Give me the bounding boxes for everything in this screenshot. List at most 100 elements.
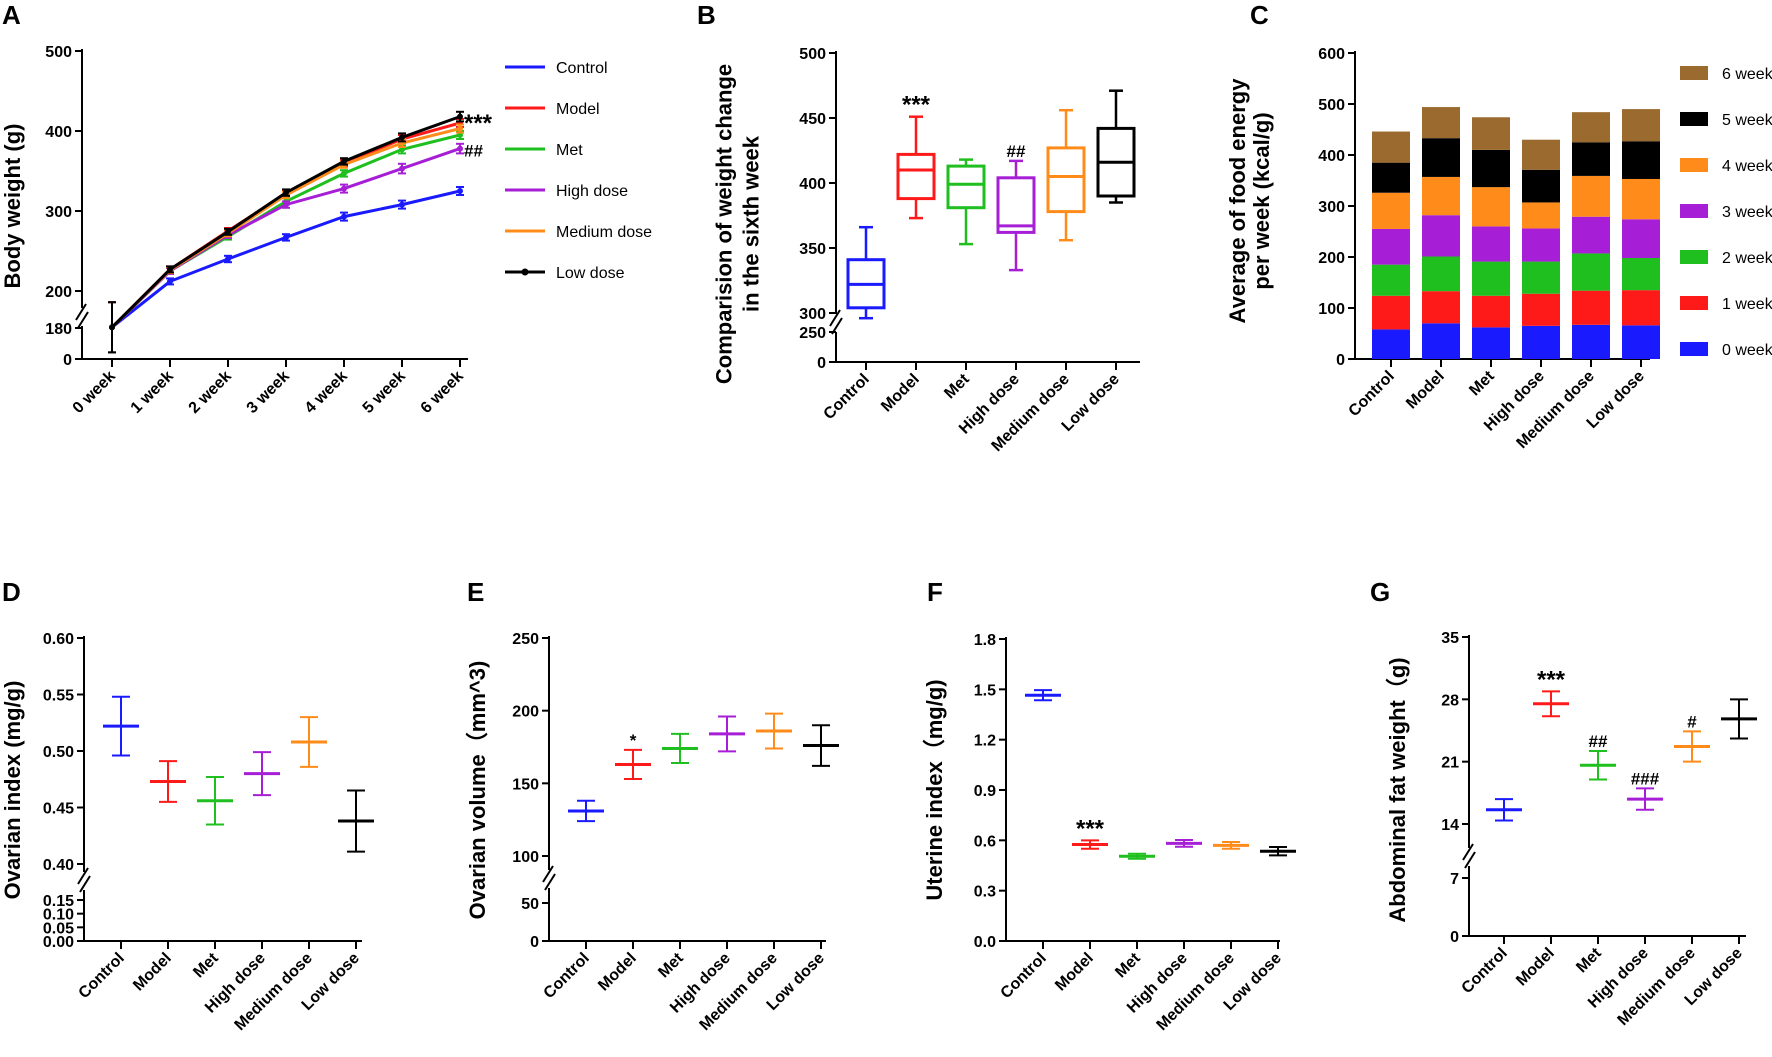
y-tick-label: 0.05 bbox=[43, 920, 74, 937]
x-tick-label: 4 week bbox=[302, 368, 351, 417]
y-tick-label: 0.40 bbox=[43, 857, 74, 874]
x-tick-label: Model bbox=[878, 371, 923, 416]
y-tick-label: 0.6 bbox=[974, 833, 996, 850]
y-axis-title: per week (kcal/g) bbox=[1249, 112, 1274, 289]
box bbox=[896, 152, 936, 201]
panel-d-ovarian-index-plot: 0.40 0.45 0.50 0.55 0.60 0.000.050.100.15 Cont… bbox=[0, 631, 374, 1034]
bar-segment bbox=[1472, 226, 1510, 262]
y-tick-label: 250 bbox=[512, 631, 539, 648]
y-axis-title: Body weight (g) bbox=[0, 124, 25, 289]
legend-label: 3 week bbox=[1722, 204, 1772, 221]
bar-segment bbox=[1622, 290, 1660, 326]
legend-label: High dose bbox=[556, 183, 628, 200]
y-tick-label: 200 bbox=[45, 284, 72, 301]
data-point bbox=[283, 234, 289, 241]
legend-swatch bbox=[1680, 250, 1708, 264]
y-tick-label: 0.15 bbox=[43, 893, 74, 910]
bar-segment bbox=[1372, 131, 1410, 163]
data-point bbox=[457, 188, 463, 194]
legend-label: 1 week bbox=[1722, 296, 1772, 313]
y-tick-label: 7 bbox=[1450, 871, 1459, 888]
bar-segment bbox=[1622, 325, 1660, 359]
y-tick-label: 150 bbox=[512, 776, 539, 793]
x-tick-label: Met bbox=[190, 949, 222, 981]
bar-segment bbox=[1472, 149, 1510, 188]
x-tick-label: Control bbox=[76, 950, 128, 1002]
axis-break-gap bbox=[1460, 848, 1478, 866]
y-tick-label: 400 bbox=[799, 176, 826, 193]
y-tick-label: 100 bbox=[512, 849, 539, 866]
y-tick-label: 0 bbox=[1336, 352, 1345, 369]
panel-a-body-weight-line-chart: 200 300 400 500 0 180 0 week 1 week 2 week 3 week… bbox=[0, 44, 652, 417]
y-tick-label: 600 bbox=[1318, 46, 1345, 63]
box bbox=[946, 164, 986, 210]
data-point bbox=[341, 185, 347, 192]
bar-segment bbox=[1472, 187, 1510, 227]
data-point bbox=[167, 266, 173, 273]
y-tick-label: 0.00 bbox=[43, 934, 74, 951]
axis-break-mark bbox=[79, 875, 91, 893]
axis-break-mark bbox=[829, 309, 841, 327]
significance-mark: ## bbox=[1007, 142, 1026, 161]
legend-label: Control bbox=[556, 60, 608, 77]
box bbox=[1046, 146, 1086, 214]
bar-segment bbox=[1422, 256, 1460, 292]
axis-break-gap bbox=[827, 314, 845, 332]
y-axis-title: Ovarian index (mg/g) bbox=[0, 681, 25, 900]
bar-segment bbox=[1422, 323, 1460, 359]
bar-segment bbox=[1422, 291, 1460, 324]
bar-segment bbox=[1572, 216, 1610, 254]
bar-segment bbox=[1422, 138, 1460, 177]
data-point bbox=[457, 125, 463, 132]
y-tick-label: 250 bbox=[799, 325, 826, 342]
box bbox=[996, 176, 1036, 234]
bar-segment bbox=[1422, 107, 1460, 139]
bar-segment bbox=[1372, 329, 1410, 359]
y-tick-label: 450 bbox=[799, 111, 826, 128]
bar-segment bbox=[1522, 139, 1560, 170]
data-point bbox=[283, 201, 289, 208]
x-tick-label: 3 week bbox=[244, 368, 293, 417]
bar-segment bbox=[1472, 327, 1510, 359]
x-tick-label: Control bbox=[541, 950, 593, 1002]
y-axis-title: Uterine index（mg/g) bbox=[922, 679, 947, 900]
x-tick-label: 2 week bbox=[186, 368, 235, 417]
bar-segment bbox=[1572, 112, 1610, 143]
bar-segment bbox=[1372, 295, 1410, 330]
data-point bbox=[341, 170, 347, 177]
y-tick-label: 1.2 bbox=[974, 733, 996, 750]
y-tick-label: 0.10 bbox=[43, 907, 74, 924]
x-tick-label: Control bbox=[1459, 945, 1511, 997]
panel-label-f: F bbox=[927, 577, 943, 607]
y-tick-label: 0.3 bbox=[974, 884, 996, 901]
x-tick-label: Met bbox=[1466, 367, 1498, 399]
x-tick-label: Control bbox=[821, 371, 873, 423]
x-tick-label: Control bbox=[998, 950, 1050, 1002]
bar-segment bbox=[1372, 264, 1410, 296]
data-point bbox=[225, 228, 231, 235]
data-point bbox=[225, 256, 231, 262]
x-tick-label: 6 week bbox=[418, 368, 467, 417]
bar-segment bbox=[1422, 176, 1460, 216]
significance-mark: # bbox=[1687, 712, 1697, 731]
legend-label: 0 week bbox=[1722, 342, 1772, 359]
y-tick-label: 500 bbox=[1318, 97, 1345, 114]
y-tick-label: 0.55 bbox=[43, 688, 74, 705]
axis-break-mark bbox=[77, 867, 89, 885]
legend-label: 5 week bbox=[1722, 112, 1772, 129]
panel-label-g: G bbox=[1370, 577, 1390, 607]
y-tick-label: 0.9 bbox=[974, 783, 996, 800]
significance-mark: ### bbox=[1631, 769, 1660, 788]
bar-segment bbox=[1572, 142, 1610, 176]
panel-label-b: B bbox=[697, 0, 716, 30]
data-point bbox=[283, 189, 289, 196]
y-tick-label: 0 bbox=[1450, 929, 1459, 946]
legend-label: Model bbox=[556, 101, 600, 118]
y-tick-label: 0.0 bbox=[974, 934, 996, 951]
axis-break-gap bbox=[73, 308, 91, 326]
axis-break-gap bbox=[75, 872, 93, 890]
y-tick-label: 0 bbox=[817, 355, 826, 372]
y-axis-title: Comparision of weight change bbox=[712, 64, 737, 384]
axis-break-mark bbox=[77, 311, 89, 329]
